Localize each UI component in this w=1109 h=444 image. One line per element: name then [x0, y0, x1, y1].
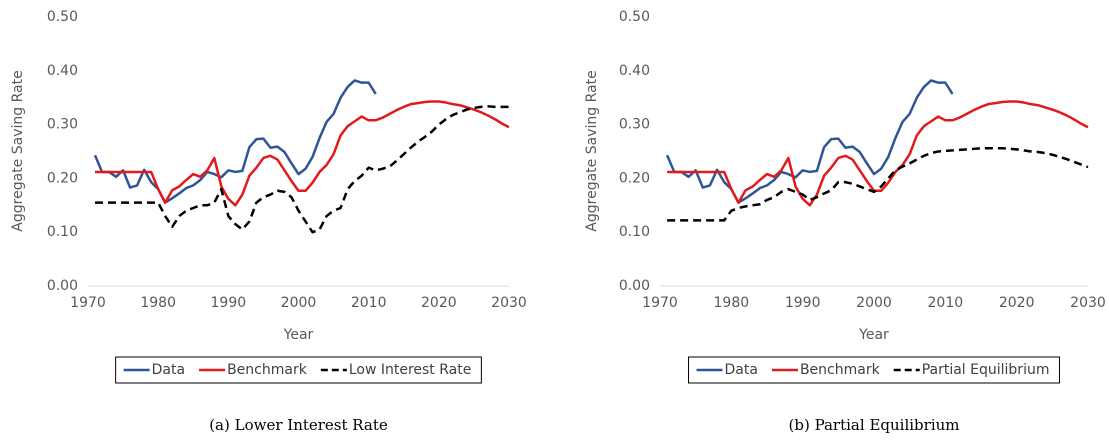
y-tick-label: 0.40 — [619, 63, 650, 79]
y-tick-label: 0.30 — [619, 117, 650, 133]
x-tick-label: 1980 — [714, 295, 750, 311]
y-tick-label: 0.10 — [47, 224, 78, 240]
x-tick-label: 1990 — [211, 295, 247, 311]
legend-label: Benchmark — [227, 362, 308, 378]
series-line — [667, 100, 1089, 207]
x-tick-label: 2020 — [421, 295, 457, 311]
y-tick-label: 0.50 — [47, 9, 78, 25]
y-tick-label: 0.00 — [619, 278, 650, 294]
x-tick-label: 1990 — [785, 295, 821, 311]
x-tick-label: 1970 — [70, 295, 106, 311]
x-tick-label: 2010 — [928, 295, 964, 311]
series-line — [93, 79, 377, 204]
x-tick-label: 1970 — [642, 295, 678, 311]
y-tick-label: 0.40 — [47, 63, 78, 79]
x-tick-label: 1980 — [140, 295, 176, 311]
x-axis-label: Year — [858, 327, 889, 343]
x-tick-label: 2000 — [281, 295, 317, 311]
y-axis-label: Aggregate Saving Rate — [584, 70, 600, 231]
y-tick-label: 0.50 — [619, 9, 650, 25]
x-tick-label: 2000 — [856, 295, 892, 311]
x-tick-label: 2030 — [1070, 295, 1106, 311]
legend — [688, 356, 1060, 384]
y-tick-label: 0.20 — [47, 170, 78, 186]
caption: (a) Lower Interest Rate — [209, 416, 388, 434]
series-line — [95, 105, 509, 234]
caption: (b) Partial Equilibrium — [789, 416, 960, 434]
legend-label: Low Interest Rate — [349, 362, 472, 378]
legend — [115, 356, 482, 384]
y-axis-label: Aggregate Saving Rate — [10, 70, 26, 231]
y-tick-label: 0.10 — [619, 224, 650, 240]
x-tick-label: 2030 — [491, 295, 527, 311]
legend-label: Data — [152, 362, 185, 378]
y-tick-label: 0.30 — [47, 117, 78, 133]
series-line — [665, 79, 954, 204]
x-tick-label: 2020 — [999, 295, 1035, 311]
legend-label: Benchmark — [800, 362, 881, 378]
x-axis-label: Year — [283, 327, 314, 343]
y-tick-label: 0.20 — [619, 170, 650, 186]
series-line — [95, 100, 510, 207]
legend-label: Data — [725, 362, 758, 378]
x-tick-label: 2010 — [351, 295, 387, 311]
y-tick-label: 0.00 — [47, 278, 78, 294]
legend-label: Partial Equilibrium — [922, 362, 1050, 378]
series-line — [667, 147, 1089, 222]
